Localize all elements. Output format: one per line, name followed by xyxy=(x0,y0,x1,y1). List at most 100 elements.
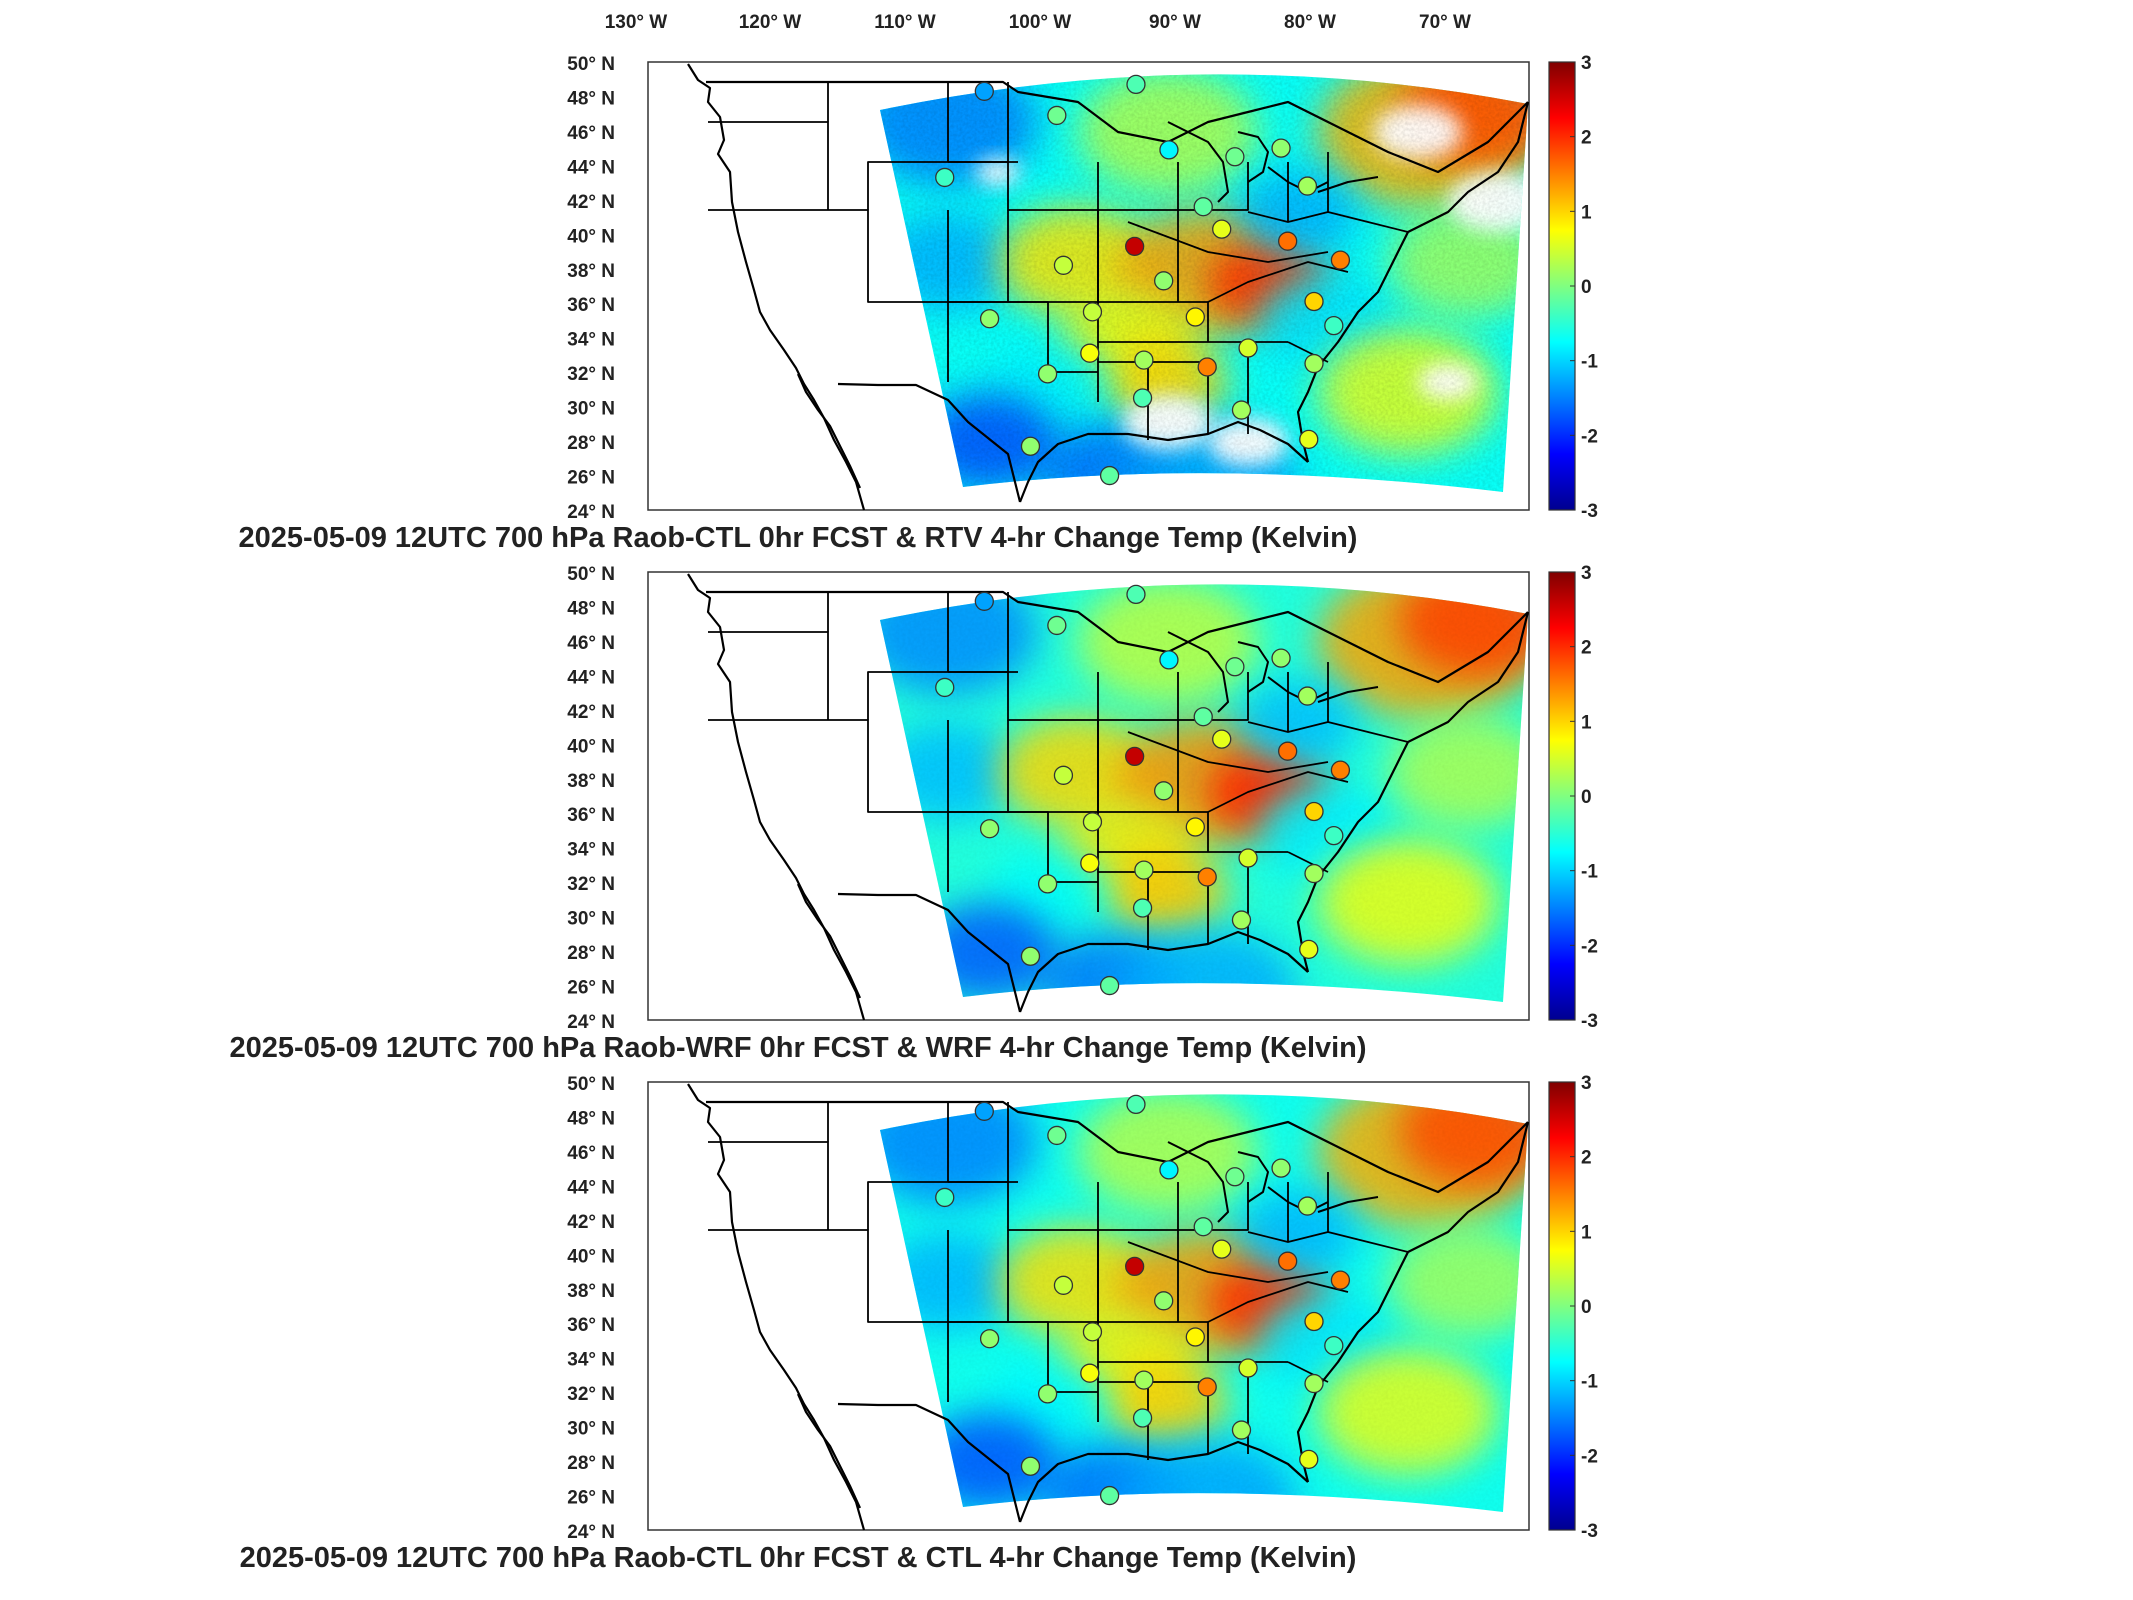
raob-station-marker xyxy=(1126,584,1146,605)
latitude-tick-label: 44° N xyxy=(567,157,615,178)
raob-station-marker xyxy=(1080,343,1100,363)
raob-station-marker xyxy=(1304,1311,1324,1332)
raob-station-marker xyxy=(1193,1217,1213,1237)
raob-station-marker xyxy=(1299,429,1319,450)
raob-station-marker xyxy=(1193,707,1213,727)
raob-station-marker xyxy=(1271,648,1291,668)
latitude-tick-label: 32° N xyxy=(567,874,615,895)
raob-station-marker xyxy=(1185,817,1205,837)
latitude-tick-label: 30° N xyxy=(567,399,615,420)
colorbar-tick-label: 3 xyxy=(1581,53,1592,74)
raob-station-marker xyxy=(1231,400,1252,420)
raob-station-marker xyxy=(1304,291,1324,312)
raob-station-marker xyxy=(1271,138,1291,158)
colorbar-tick-label: -3 xyxy=(1581,501,1598,522)
latitude-tick-label: 36° N xyxy=(567,1315,615,1336)
raob-station-marker xyxy=(1154,1291,1174,1311)
colorbar-tick-label: 2 xyxy=(1581,638,1592,659)
colorbar-tick-label: 1 xyxy=(1581,1222,1592,1243)
raob-station-marker xyxy=(1238,848,1258,868)
raob-station-marker xyxy=(1238,338,1258,358)
latitude-tick-label: 28° N xyxy=(567,433,615,454)
raob-station-marker xyxy=(1134,1370,1154,1390)
latitude-tick-label: 46° N xyxy=(567,123,615,144)
raob-station-marker xyxy=(979,309,1000,329)
longitude-tick-label: 100° W xyxy=(1009,12,1072,33)
latitude-tick-label: 42° N xyxy=(567,702,615,723)
colorbar-tick-label: -1 xyxy=(1581,1372,1598,1393)
latitude-tick-label: 34° N xyxy=(567,840,615,861)
colorbar-tick-label: -2 xyxy=(1581,1446,1598,1467)
raob-station-marker xyxy=(1037,874,1058,894)
raob-station-marker xyxy=(1330,1270,1351,1290)
latitude-tick-label: 34° N xyxy=(567,1350,615,1371)
raob-station-marker xyxy=(935,167,955,188)
raob-station-marker xyxy=(1212,219,1232,239)
raob-station-marker xyxy=(1020,436,1041,456)
raob-station-marker xyxy=(1126,74,1146,95)
longitude-tick-label: 110° W xyxy=(874,12,936,33)
longitude-tick-label: 80° W xyxy=(1284,12,1336,33)
map-panel-wrf: 50° N 48° N 46° N 44° N 42° N 40° N 38° N 36° N… xyxy=(229,563,1598,1064)
panel-title: 2025-05-09 12UTC 700 hPa Raob-CTL 0hr FC… xyxy=(239,522,1358,554)
latitude-tick-label: 44° N xyxy=(567,1177,615,1198)
raob-station-marker xyxy=(1132,388,1153,408)
longitude-tick-label: 90° W xyxy=(1149,12,1201,33)
raob-station-marker xyxy=(1159,650,1179,670)
raob-station-marker xyxy=(1299,1449,1319,1470)
colorbar-tick-label: 2 xyxy=(1581,1148,1592,1169)
raob-station-marker xyxy=(974,81,994,101)
latitude-tick-label: 28° N xyxy=(567,1453,615,1474)
raob-station-marker xyxy=(1132,1408,1153,1428)
latitude-tick-label: 38° N xyxy=(567,1281,615,1302)
colorbar-tick-label: 3 xyxy=(1581,1073,1592,1094)
raob-station-marker xyxy=(1225,1167,1245,1187)
raob-station-marker xyxy=(1197,1377,1217,1397)
latitude-tick-label: 40° N xyxy=(567,226,615,247)
latitude-tick-label: 26° N xyxy=(567,978,615,999)
raob-station-marker xyxy=(1134,350,1154,370)
raob-station-marker xyxy=(1020,946,1041,966)
latitude-tick-label: 46° N xyxy=(567,1143,615,1164)
latitude-tick-label: 34° N xyxy=(567,330,615,351)
raob-station-marker xyxy=(1297,176,1318,196)
panel-title: 2025-05-09 12UTC 700 hPa Raob-WRF 0hr FC… xyxy=(229,1032,1366,1064)
raob-station-marker xyxy=(1324,315,1344,336)
coastline-and-borders xyxy=(687,573,1530,1021)
raob-station-marker xyxy=(1197,867,1217,887)
colorbar-tick-label: -2 xyxy=(1581,426,1598,447)
colorbar-tick-label: -2 xyxy=(1581,936,1598,957)
latitude-tick-label: 50° N xyxy=(567,54,615,75)
colorbar-tick-label: -3 xyxy=(1581,1521,1598,1542)
latitude-tick-label: 26° N xyxy=(567,1488,615,1509)
latitude-tick-label: 30° N xyxy=(567,909,615,930)
latitude-tick-label: 40° N xyxy=(567,1246,615,1267)
latitude-tick-label: 24° N xyxy=(567,1522,615,1543)
raob-station-marker xyxy=(1304,801,1324,822)
longitude-tick-label: 130° W xyxy=(605,12,668,33)
raob-station-marker xyxy=(1080,853,1100,873)
raob-station-marker xyxy=(1053,1275,1074,1295)
raob-station-marker xyxy=(1080,1363,1100,1383)
raob-station-marker xyxy=(1212,1239,1232,1259)
latitude-tick-label: 44° N xyxy=(567,667,615,688)
raob-station-marker xyxy=(1197,357,1217,377)
raob-station-marker xyxy=(1304,353,1324,374)
raob-station-marker xyxy=(1125,1256,1145,1277)
raob-station-marker xyxy=(1277,231,1298,251)
raob-station-marker xyxy=(979,819,1000,839)
raob-station-marker xyxy=(1125,746,1145,767)
raob-station-marker xyxy=(1271,1158,1291,1178)
raob-station-marker xyxy=(1125,236,1145,257)
raob-station-marker xyxy=(974,1101,994,1121)
colorbar-tick-label: 0 xyxy=(1581,1297,1592,1318)
latitude-tick-label: 32° N xyxy=(567,1384,615,1405)
raob-station-marker xyxy=(935,1187,955,1208)
colorbar-tick-label: 3 xyxy=(1581,563,1592,584)
raob-station-marker xyxy=(1132,898,1153,918)
raob-station-marker xyxy=(1225,147,1245,167)
raob-station-marker xyxy=(1047,105,1067,126)
raob-station-marker xyxy=(1134,860,1154,880)
raob-station-marker xyxy=(1304,1373,1324,1394)
